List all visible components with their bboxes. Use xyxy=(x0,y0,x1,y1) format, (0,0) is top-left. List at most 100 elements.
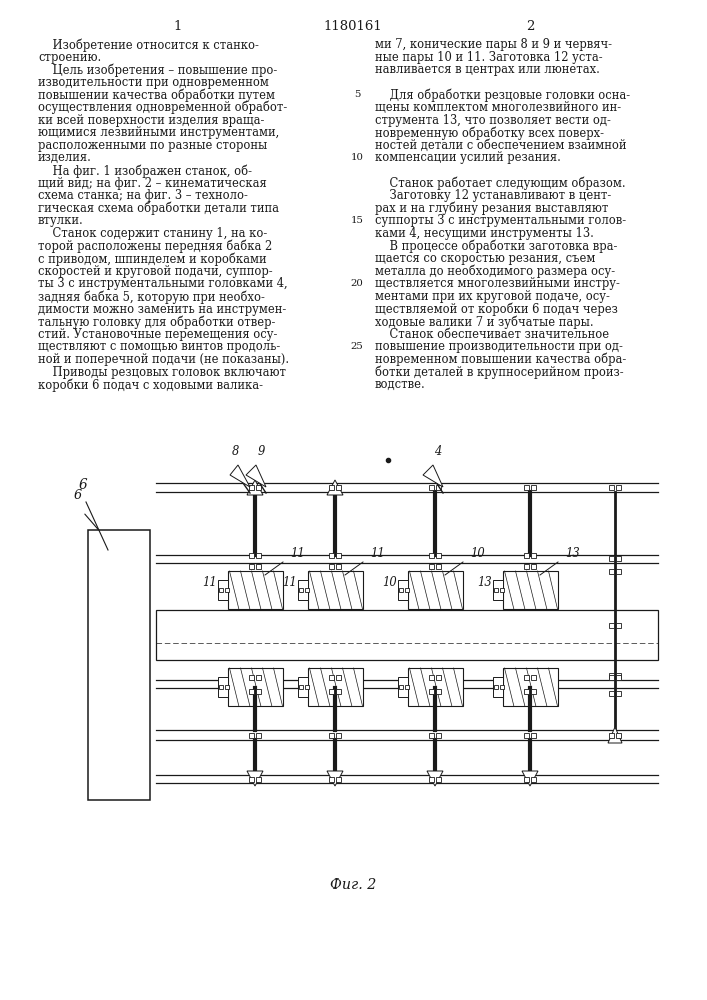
Bar xyxy=(609,690,614,696)
Text: Станок обеспечивает значительное: Станок обеспечивает значительное xyxy=(375,328,609,341)
Text: 1: 1 xyxy=(174,20,182,33)
Bar xyxy=(298,685,303,689)
Bar xyxy=(609,556,614,560)
Bar xyxy=(329,485,334,490)
Bar xyxy=(616,732,621,738)
Text: скоростей и круговой подачи, суппор-: скоростей и круговой подачи, суппор- xyxy=(38,265,273,278)
Polygon shape xyxy=(246,465,266,487)
Text: ми 7, конические пары 8 и 9 и червяч-: ми 7, конические пары 8 и 9 и червяч- xyxy=(375,38,612,51)
Text: Цель изобретения – повышение про-: Цель изобретения – повышение про- xyxy=(38,63,277,77)
Text: 11: 11 xyxy=(202,576,217,589)
Bar xyxy=(524,674,529,680)
Bar xyxy=(609,568,614,574)
Polygon shape xyxy=(327,771,343,786)
Text: втулки.: втулки. xyxy=(38,214,83,227)
Bar xyxy=(407,571,462,609)
Text: 10: 10 xyxy=(351,153,363,162)
Bar xyxy=(616,690,621,696)
Bar xyxy=(616,672,621,678)
Text: ментами при их круговой подаче, осу-: ментами при их круговой подаче, осу- xyxy=(375,290,610,303)
Text: ные пары 10 и 11. Заготовка 12 уста-: ные пары 10 и 11. Заготовка 12 уста- xyxy=(375,51,602,64)
Bar xyxy=(249,552,254,558)
Bar xyxy=(609,622,614,628)
Bar xyxy=(305,685,308,689)
Bar xyxy=(493,677,503,697)
Text: суппорты 3 с инструментальными голов-: суппорты 3 с инструментальными голов- xyxy=(375,214,626,227)
Text: навливается в центрах или люнетах.: навливается в центрах или люнетах. xyxy=(375,63,600,76)
Bar xyxy=(397,580,407,600)
Bar xyxy=(329,732,334,738)
Text: строению.: строению. xyxy=(38,51,101,64)
Bar xyxy=(500,588,503,592)
Bar xyxy=(503,571,558,609)
Bar xyxy=(493,588,498,592)
Bar xyxy=(256,688,261,694)
Text: Фиг. 2: Фиг. 2 xyxy=(329,878,376,892)
Text: 11: 11 xyxy=(282,576,297,589)
Bar xyxy=(256,485,261,490)
Bar xyxy=(225,588,228,592)
Bar xyxy=(429,674,434,680)
Bar xyxy=(524,564,529,568)
Text: Станок работает следующим образом.: Станок работает следующим образом. xyxy=(375,177,626,190)
Text: ходовые валики 7 и зубчатые пары.: ходовые валики 7 и зубчатые пары. xyxy=(375,315,594,329)
Text: ществляемой от коробки 6 подач через: ществляемой от коробки 6 подач через xyxy=(375,303,618,316)
Text: Заготовку 12 устанавливают в цент-: Заготовку 12 устанавливают в цент- xyxy=(375,189,612,202)
Text: ществляется многолезвийными инстру-: ществляется многолезвийными инстру- xyxy=(375,277,620,290)
Bar xyxy=(218,677,228,697)
Bar xyxy=(298,580,308,600)
Text: щается со скоростью резания, съем: щается со скоростью резания, съем xyxy=(375,252,595,265)
Bar xyxy=(249,688,254,694)
Text: ющимися лезвийными инструментами,: ющимися лезвийными инструментами, xyxy=(38,126,279,139)
Bar xyxy=(524,732,529,738)
Text: стий. Установочные перемещения осу-: стий. Установочные перемещения осу- xyxy=(38,328,277,341)
Polygon shape xyxy=(327,480,343,495)
Bar xyxy=(329,564,334,568)
Bar xyxy=(329,674,334,680)
Bar xyxy=(404,685,409,689)
Bar xyxy=(531,564,536,568)
Bar xyxy=(524,776,529,782)
Bar xyxy=(336,564,341,568)
Text: 13: 13 xyxy=(565,547,580,560)
Text: ностей детали с обеспечением взаимной: ностей детали с обеспечением взаимной xyxy=(375,139,626,152)
Text: 6: 6 xyxy=(74,489,82,502)
Text: ботки деталей в крупносерийном произ-: ботки деталей в крупносерийном произ- xyxy=(375,366,624,379)
Bar xyxy=(524,688,529,694)
Text: 2: 2 xyxy=(526,20,534,33)
Bar xyxy=(503,668,558,706)
Bar xyxy=(407,668,462,706)
Text: задняя бабка 5, которую при необхо-: задняя бабка 5, которую при необхо- xyxy=(38,290,265,304)
Bar xyxy=(249,564,254,568)
Bar xyxy=(399,588,402,592)
Text: тальную головку для обработки отвер-: тальную головку для обработки отвер- xyxy=(38,315,275,329)
Bar xyxy=(218,685,223,689)
Bar xyxy=(329,776,334,782)
Text: ки всей поверхности изделия враща-: ки всей поверхности изделия враща- xyxy=(38,114,264,127)
Bar xyxy=(609,732,614,738)
Bar xyxy=(308,668,363,706)
Bar xyxy=(399,685,402,689)
Bar xyxy=(609,674,614,680)
Text: 6: 6 xyxy=(78,478,87,492)
Bar xyxy=(616,568,621,574)
Text: расположенными по разные стороны: расположенными по разные стороны xyxy=(38,139,267,152)
Bar xyxy=(436,776,441,782)
Text: рах и на глубину резания выставляют: рах и на глубину резания выставляют xyxy=(375,202,609,215)
Bar xyxy=(397,677,407,697)
Text: гическая схема обработки детали типа: гическая схема обработки детали типа xyxy=(38,202,279,215)
Text: щий вид; на фиг. 2 – кинематическая: щий вид; на фиг. 2 – кинематическая xyxy=(38,177,267,190)
Bar xyxy=(616,556,621,560)
Bar xyxy=(429,776,434,782)
Text: 25: 25 xyxy=(351,342,363,351)
Bar xyxy=(329,552,334,558)
Bar xyxy=(531,674,536,680)
Text: Для обработки резцовые головки осна-: Для обработки резцовые головки осна- xyxy=(375,88,630,102)
Bar xyxy=(531,732,536,738)
Text: Станок содержит станину 1, на ко-: Станок содержит станину 1, на ко- xyxy=(38,227,267,240)
Bar xyxy=(609,485,614,490)
Bar xyxy=(256,552,261,558)
Text: ками 4, несущими инструменты 13.: ками 4, несущими инструменты 13. xyxy=(375,227,594,240)
Text: 8: 8 xyxy=(233,445,240,458)
Bar xyxy=(609,672,614,678)
